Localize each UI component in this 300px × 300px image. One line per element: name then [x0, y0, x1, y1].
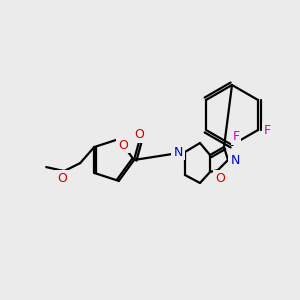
Text: O: O [215, 172, 225, 184]
Text: F: F [263, 124, 271, 136]
Text: O: O [134, 128, 144, 142]
Text: F: F [232, 130, 240, 143]
Text: N: N [173, 146, 183, 158]
Text: N: N [230, 154, 240, 166]
Text: O: O [118, 139, 128, 152]
Text: O: O [57, 172, 67, 184]
